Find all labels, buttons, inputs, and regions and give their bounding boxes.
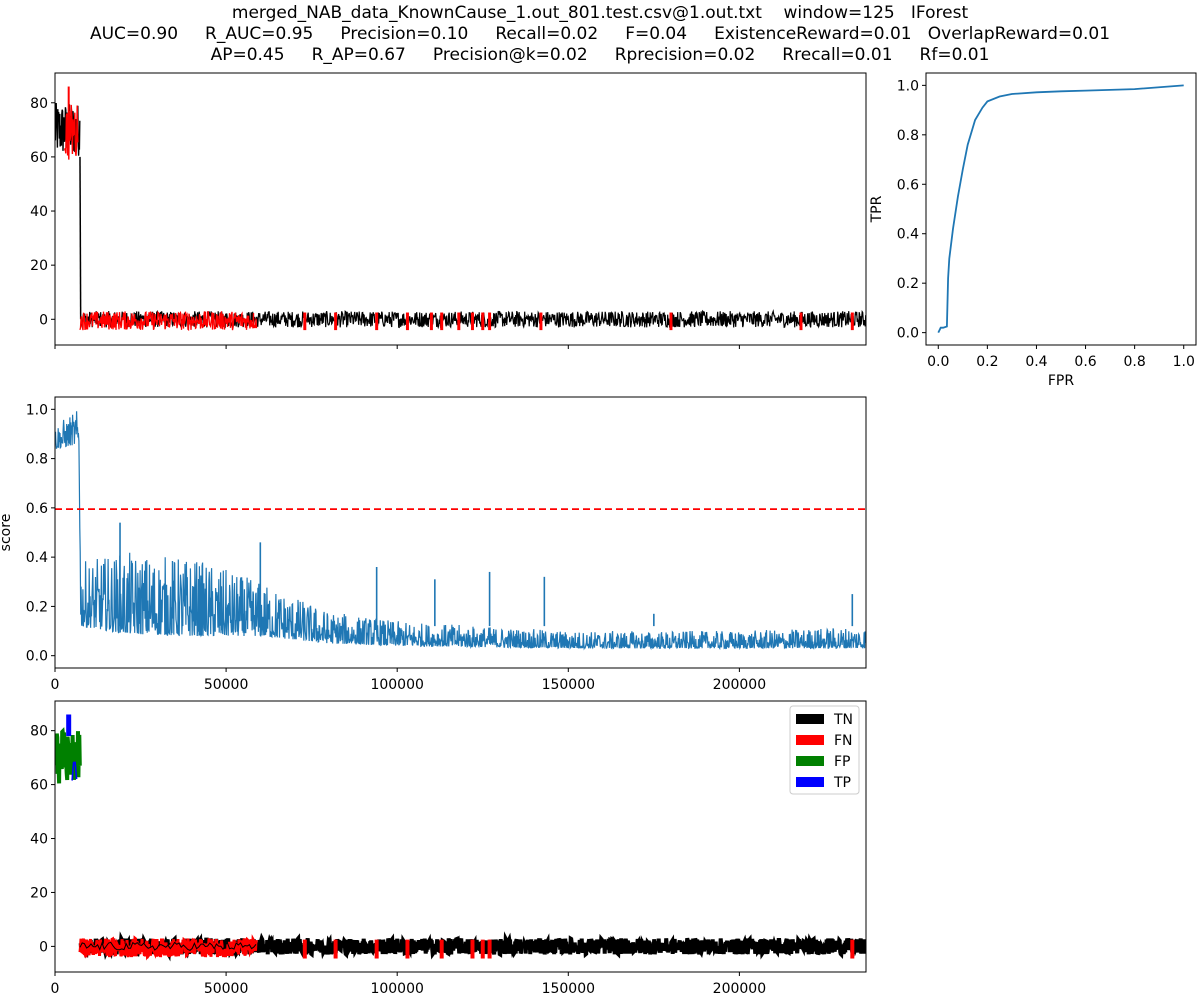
score-ytick-label: 0.4 xyxy=(26,550,48,566)
classification-ytick-label: 40 xyxy=(30,832,48,848)
classification-xtick-label: 100000 xyxy=(370,981,423,997)
score-frame xyxy=(54,396,867,669)
roc-xtick-label: 0.0 xyxy=(927,354,949,370)
roc-ytick-label: 0.6 xyxy=(897,177,919,193)
series-ytick-label: 0 xyxy=(39,312,48,328)
series-ytick-label: 80 xyxy=(30,96,48,112)
legend-swatch-fp xyxy=(796,756,824,766)
roc-xtick-label: 0.4 xyxy=(1025,354,1047,370)
score-xtick-label: 0 xyxy=(51,677,60,693)
score-xtick-label: 200000 xyxy=(713,677,766,693)
classification-frame xyxy=(54,700,867,973)
series-anomaly-low xyxy=(79,310,258,332)
legend-label-tp: TP xyxy=(833,775,851,791)
roc-ytick-label: 1.0 xyxy=(897,78,919,94)
roc-frame xyxy=(925,72,1197,346)
score-xtick-label: 150000 xyxy=(542,677,595,693)
series-frame xyxy=(54,72,867,346)
chart-title-metrics-line3: AP=0.45 R_AP=0.67 Precision@k=0.02 Rprec… xyxy=(210,45,990,65)
roc-curve xyxy=(937,84,1184,333)
tp-series xyxy=(71,761,78,781)
classification-xtick-label: 200000 xyxy=(713,981,766,997)
classification-ytick-label: 0 xyxy=(39,939,48,955)
classification-xtick-label: 150000 xyxy=(542,981,595,997)
fn-series xyxy=(78,934,258,961)
score-xtick-label: 100000 xyxy=(370,677,423,693)
series-plot-area xyxy=(55,86,866,332)
classification-ytick-label: 20 xyxy=(30,885,48,901)
classification-ytick-label: 60 xyxy=(30,778,48,794)
roc-ytick-label: 0.8 xyxy=(897,128,919,144)
legend-label-fp: FP xyxy=(834,754,851,770)
classification-xtick-label: 50000 xyxy=(204,981,249,997)
score-ytick-label: 0.2 xyxy=(26,599,48,615)
legend-label-fn: FN xyxy=(834,733,853,749)
series-ytick-label: 60 xyxy=(30,150,48,166)
legend-box xyxy=(789,705,860,795)
chart-title-metrics-line2: AUC=0.90 R_AUC=0.95 Precision=0.10 Recal… xyxy=(89,24,1111,44)
roc-ytick-label: 0.2 xyxy=(897,276,919,292)
roc-ytick-label: 0.0 xyxy=(897,326,919,342)
series-ytick-label: 40 xyxy=(30,204,48,220)
classification-plot-area xyxy=(55,714,866,962)
score-ytick-label: 0.8 xyxy=(26,452,48,468)
score-plot-area xyxy=(55,411,866,651)
chart-title-line1: merged_NAB_data_KnownCause_1.out_801.tes… xyxy=(231,3,969,23)
score-ytick-label: 0.6 xyxy=(26,501,48,517)
tn-overlay xyxy=(79,941,257,951)
roc-ytick-label: 0.4 xyxy=(897,227,919,243)
score-ytick-label: 0.0 xyxy=(26,649,48,665)
legend-label-tn: TN xyxy=(833,712,853,728)
classification-xtick-label: 0 xyxy=(51,981,60,997)
series-ytick-label: 20 xyxy=(30,258,48,274)
roc-xtick-label: 0.2 xyxy=(976,354,998,370)
legend-swatch-tp xyxy=(796,777,824,787)
legend-swatch-tn xyxy=(796,714,824,724)
score-line xyxy=(55,411,866,651)
roc-xtick-label: 1.0 xyxy=(1173,354,1195,370)
roc-xlabel: FPR xyxy=(1048,373,1074,389)
score-ylabel: score xyxy=(0,514,14,552)
roc-xtick-label: 0.6 xyxy=(1074,354,1096,370)
score-xtick-label: 50000 xyxy=(204,677,249,693)
classification-ytick-label: 80 xyxy=(30,724,48,740)
fp-series xyxy=(55,727,82,784)
classification-legend: TN FN FP TP xyxy=(789,705,860,795)
roc-ylabel: TPR xyxy=(869,195,885,223)
legend-swatch-fn xyxy=(796,735,824,745)
series-anomaly-high xyxy=(63,104,79,160)
score-ytick-label: 1.0 xyxy=(26,402,48,418)
series-drop xyxy=(79,156,82,320)
roc-xtick-label: 0.8 xyxy=(1124,354,1146,370)
